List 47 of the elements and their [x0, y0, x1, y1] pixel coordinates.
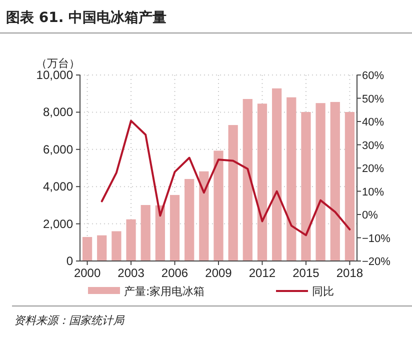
legend-label: 产量:家用电冰箱: [124, 285, 205, 298]
x-tick-label: 2003: [118, 266, 145, 280]
bar: [228, 125, 238, 261]
bar: [82, 237, 92, 261]
x-tick-label: 2000: [74, 266, 101, 280]
x-tick-label: 2015: [292, 266, 320, 280]
x-tick-label: 2018: [336, 266, 364, 280]
bar: [126, 219, 136, 261]
y2-tick-label: 0%: [362, 210, 378, 222]
y-tick-label: 8,000: [42, 105, 74, 120]
bar: [170, 194, 180, 261]
y-tick-label: 2,000: [42, 216, 74, 231]
y2-tick-label: 40%: [362, 116, 384, 128]
x-tick-label: 2012: [248, 266, 276, 280]
y2-tick-label: 20%: [362, 163, 384, 175]
bar: [257, 104, 268, 261]
y-tick-label: 10,000: [36, 68, 74, 82]
text: 资料来源：国家统计局: [14, 314, 125, 327]
bar: [344, 112, 355, 261]
chart-title: 图表 61. 中国电冰箱产量: [6, 9, 167, 26]
bar: [301, 112, 311, 261]
y2-tick-label: 30%: [362, 140, 384, 152]
y2-tick-label: 60%: [362, 70, 384, 82]
y2-tick-label: −20%: [362, 256, 391, 268]
bar: [112, 231, 122, 261]
bar: [199, 171, 209, 261]
bar: [316, 103, 326, 261]
bar: [140, 205, 150, 261]
x-tick-label: 2006: [161, 266, 188, 280]
bar: [272, 88, 282, 261]
bar: [184, 178, 194, 261]
y-tick-label: 0: [66, 254, 74, 268]
x-tick-label: 2009: [205, 266, 232, 280]
y2-tick-label: −10%: [362, 232, 391, 245]
bar: [214, 150, 224, 261]
y2-tick-label: 10%: [362, 186, 384, 198]
bar: [155, 205, 165, 261]
bar: [330, 102, 340, 261]
y-tick-label: 4,000: [42, 180, 74, 194]
bar: [286, 97, 296, 261]
legend-label: 同比: [312, 285, 334, 298]
line-series: [100, 120, 351, 236]
bar: [97, 235, 107, 261]
y2-tick-label: 50%: [362, 93, 384, 106]
y-axis-title: （万台）: [36, 57, 80, 70]
y-tick-label: 6,000: [42, 142, 74, 156]
bar: [242, 98, 252, 261]
